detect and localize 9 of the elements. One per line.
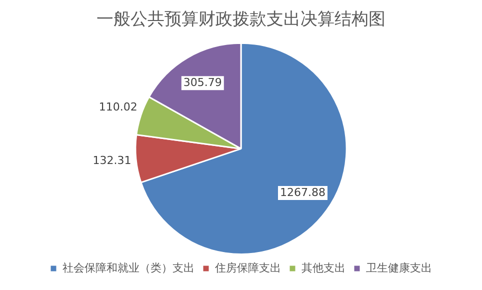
legend-label: 住房保障支出: [215, 261, 281, 274]
chart-title: 一般公共预算财政拨款支出决算结构图: [96, 10, 386, 30]
data-label: 110.02: [98, 100, 138, 114]
legend-label: 其他支出: [302, 261, 346, 274]
data-label: 132.31: [92, 154, 132, 168]
data-label: 305.79: [183, 76, 222, 89]
legend-label: 卫生健康支出: [366, 261, 432, 274]
data-label: 1267.88: [280, 186, 326, 199]
legend-label: 社会保障和就业（类）支出: [62, 261, 194, 274]
